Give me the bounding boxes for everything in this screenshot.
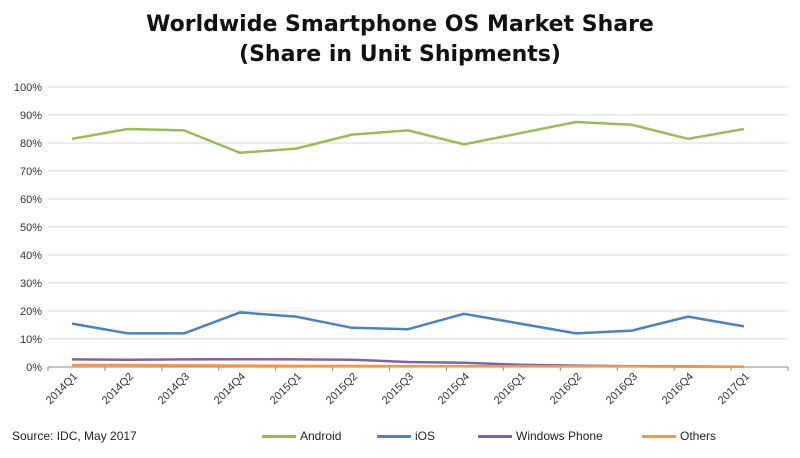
- y-tick-label: 80%: [20, 138, 42, 150]
- legend-label-others: Others: [680, 429, 717, 443]
- x-tick-label: 2016Q3: [604, 371, 640, 407]
- legend-label-windows-phone: Windows Phone: [516, 429, 603, 443]
- y-tick-label: 40%: [20, 250, 42, 262]
- x-tick-label: 2015Q4: [436, 371, 472, 407]
- legend-label-ios: iOS: [415, 429, 436, 443]
- legend-item-windows-phone: Windows Phone: [478, 429, 603, 443]
- x-tick-label: 2016Q4: [660, 371, 696, 407]
- legend-item-ios: iOS: [377, 429, 435, 443]
- x-tick-label: 2014Q1: [44, 371, 80, 407]
- y-tick-label: 70%: [20, 166, 42, 178]
- y-tick-label: 0%: [26, 362, 42, 374]
- x-tick-label: 2014Q3: [156, 371, 192, 407]
- chart-title-line-1: Worldwide Smartphone OS Market Share: [146, 12, 654, 37]
- x-tick-label: 2014Q2: [100, 371, 136, 407]
- legend-swatch-others: [642, 434, 676, 438]
- x-tick-label: 2015Q2: [324, 371, 360, 407]
- x-tick-label: 2016Q1: [492, 371, 528, 407]
- series-line-android: [71, 120, 745, 155]
- legend-label-android: Android: [300, 429, 342, 443]
- y-tick-label: 30%: [20, 278, 42, 290]
- series-line-others: [72, 363, 744, 368]
- x-tick-label: 2015Q3: [380, 371, 416, 407]
- x-tick-label: 2016Q2: [548, 371, 584, 407]
- legend-swatch-android: [262, 434, 296, 438]
- y-tick-label: 90%: [20, 110, 42, 122]
- x-tick-label: 2014Q4: [212, 371, 248, 407]
- legend-item-android: Android: [262, 429, 341, 443]
- legend-swatch-windows-phone: [478, 434, 512, 438]
- legend-item-others: Others: [642, 429, 716, 443]
- x-tick-label: 2015Q1: [268, 371, 304, 407]
- source-note: Source: IDC, May 2017: [12, 429, 137, 443]
- x-tick-label: 2017Q1: [716, 371, 752, 407]
- y-tick-label: 100%: [14, 82, 42, 94]
- y-tick-label: 50%: [20, 222, 42, 234]
- y-tick-label: 60%: [20, 194, 42, 206]
- y-tick-label: 10%: [20, 334, 42, 346]
- chart-title-line-2: (Share in Unit Shipments): [239, 42, 561, 67]
- series-line-ios: [71, 311, 745, 335]
- y-tick-label: 20%: [20, 306, 42, 318]
- legend-swatch-ios: [377, 434, 411, 438]
